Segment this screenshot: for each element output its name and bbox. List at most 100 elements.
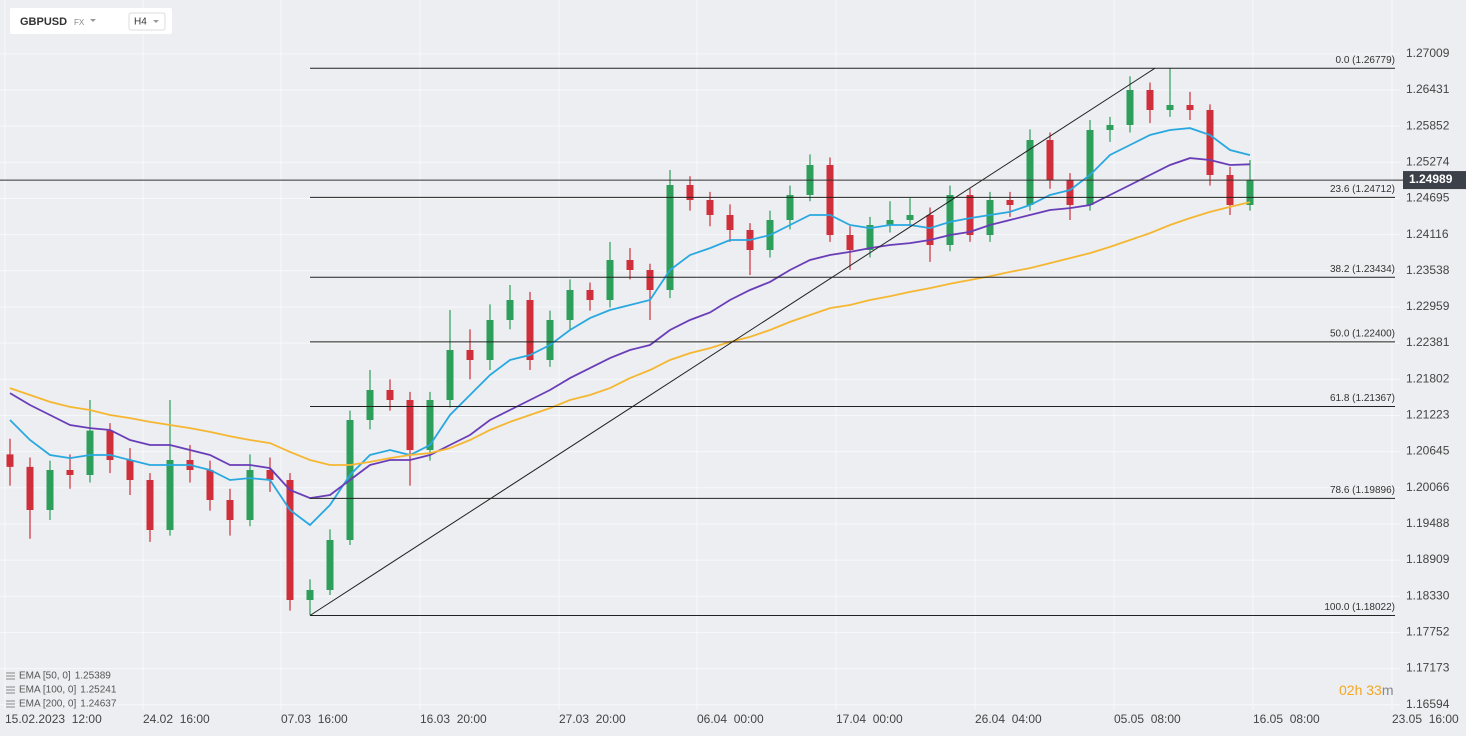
- y-tick-label: 1.17173: [1406, 661, 1450, 675]
- x-tick-label: 16.05 08:00: [1253, 712, 1320, 726]
- candle-body: [926, 215, 934, 245]
- candle-body: [726, 215, 734, 230]
- candle-body: [26, 466, 34, 510]
- candle-body: [86, 430, 94, 475]
- candle-body: [486, 320, 494, 360]
- candle-body: [386, 390, 394, 400]
- y-tick-label: 1.19488: [1406, 516, 1450, 530]
- candle-body: [1206, 110, 1214, 175]
- x-tick-label: 05.05 08:00: [1114, 712, 1181, 726]
- candle-body: [906, 215, 914, 220]
- y-tick-label: 1.22959: [1406, 299, 1450, 313]
- overlay: 1.27009 1.26431 1.25852 1.25274 1.24695 1.241…: [0, 46, 1466, 726]
- candle-body: [986, 200, 994, 235]
- legend-name: EMA [50, 0]: [19, 671, 71, 682]
- candle-body: [1026, 140, 1034, 205]
- candle-body: [1046, 140, 1054, 180]
- ema-line: [9, 157, 1251, 500]
- ema-line: [9, 201, 1251, 466]
- x-tick-label: 27.03 20:00: [559, 712, 626, 726]
- candle-body: [706, 200, 714, 215]
- y-tick-label: 1.21802: [1406, 371, 1450, 385]
- fib-label: 100.0 (1.18022): [1324, 602, 1395, 613]
- candle-body: [586, 290, 594, 300]
- y-tick-label: 1.20645: [1406, 444, 1450, 458]
- candle-body: [646, 270, 654, 290]
- candle-body: [786, 195, 794, 220]
- market[interactable]: FX: [74, 18, 85, 27]
- candle-body: [106, 430, 114, 460]
- candle-body: [1066, 180, 1074, 205]
- candle-body: [326, 540, 334, 590]
- y-tick-label: 1.16594: [1406, 697, 1450, 711]
- y-tick-label: 1.24695: [1406, 191, 1450, 205]
- candle-body: [626, 260, 634, 270]
- symbol[interactable]: GBPUSD: [20, 16, 67, 28]
- countdown-unit: m: [1382, 682, 1394, 698]
- fib-label: 0.0 (1.26779): [1336, 55, 1396, 66]
- candle-body: [226, 500, 234, 520]
- candle-body: [686, 185, 694, 200]
- candle-body: [126, 460, 134, 480]
- candle-body: [666, 185, 674, 290]
- x-tick-label: 26.04 04:00: [975, 712, 1042, 726]
- candle-body: [1006, 200, 1014, 205]
- y-tick-label: 1.17752: [1406, 625, 1450, 639]
- candle-body: [166, 460, 174, 530]
- countdown-minutes: 33: [1366, 682, 1382, 698]
- candle-body: [206, 470, 214, 500]
- dropdown-arrow[interactable]: [90, 19, 96, 22]
- x-tick-label: 06.04 00:00: [697, 712, 764, 726]
- x-tick-label: 24.02 16:00: [143, 712, 210, 726]
- countdown-hours: 02h: [1339, 682, 1362, 698]
- y-tick-label: 1.25274: [1406, 154, 1450, 168]
- x-tick-label: 16.03 20:00: [420, 712, 487, 726]
- dropdown-arrow[interactable]: [153, 20, 159, 23]
- x-tick-label: 07.03 16:00: [281, 712, 348, 726]
- fib-label: 38.2 (1.23434): [1330, 264, 1395, 275]
- y-tick-label: 1.24116: [1406, 227, 1449, 241]
- y-tick-label: 1.25852: [1406, 118, 1450, 132]
- candle-body: [286, 480, 294, 600]
- legend-name: EMA [200, 0]: [19, 699, 76, 710]
- candle-body: [366, 390, 374, 420]
- candle-body: [846, 235, 854, 250]
- interval-box[interactable]: [128, 12, 166, 31]
- candle-body: [1106, 125, 1114, 130]
- legend-value: 1.25389: [75, 671, 112, 682]
- grid: [0, 0, 1400, 710]
- candle-body: [406, 400, 414, 450]
- legend-icon: [6, 672, 15, 680]
- legend-value: 1.25241: [80, 685, 117, 696]
- price-label: 1.24989: [1409, 172, 1453, 186]
- legend-icon: [6, 686, 15, 694]
- candle-body: [886, 220, 894, 225]
- candle-body: [506, 300, 514, 320]
- trend-line: [309, 67, 1156, 616]
- candle-body: [246, 470, 254, 520]
- candle-body: [866, 225, 874, 250]
- x-tick-label: 23.05 16:00: [1392, 712, 1459, 726]
- candle-body: [66, 470, 74, 475]
- candle-body: [1086, 130, 1094, 205]
- candle-body: [546, 320, 554, 360]
- fib-label: 23.6 (1.24712): [1330, 184, 1395, 195]
- candle-body: [966, 195, 974, 235]
- candle-body: [306, 590, 314, 600]
- y-tick-label: 1.23538: [1406, 263, 1450, 277]
- y-axis-area: [1400, 0, 1466, 736]
- legend-name: EMA [100, 0]: [19, 685, 76, 696]
- candle-body: [946, 195, 954, 245]
- candle-body: [1226, 175, 1234, 205]
- y-tick-label: 1.20066: [1406, 480, 1450, 494]
- interval[interactable]: H4: [134, 17, 147, 28]
- candle-body: [1146, 90, 1154, 110]
- legend-icon: [6, 700, 15, 708]
- fib-label: 50.0 (1.22400): [1330, 329, 1395, 340]
- candle-body: [1166, 105, 1174, 110]
- candle-body: [526, 300, 534, 360]
- ema-line: [9, 127, 1251, 527]
- y-tick-label: 1.18909: [1406, 552, 1450, 566]
